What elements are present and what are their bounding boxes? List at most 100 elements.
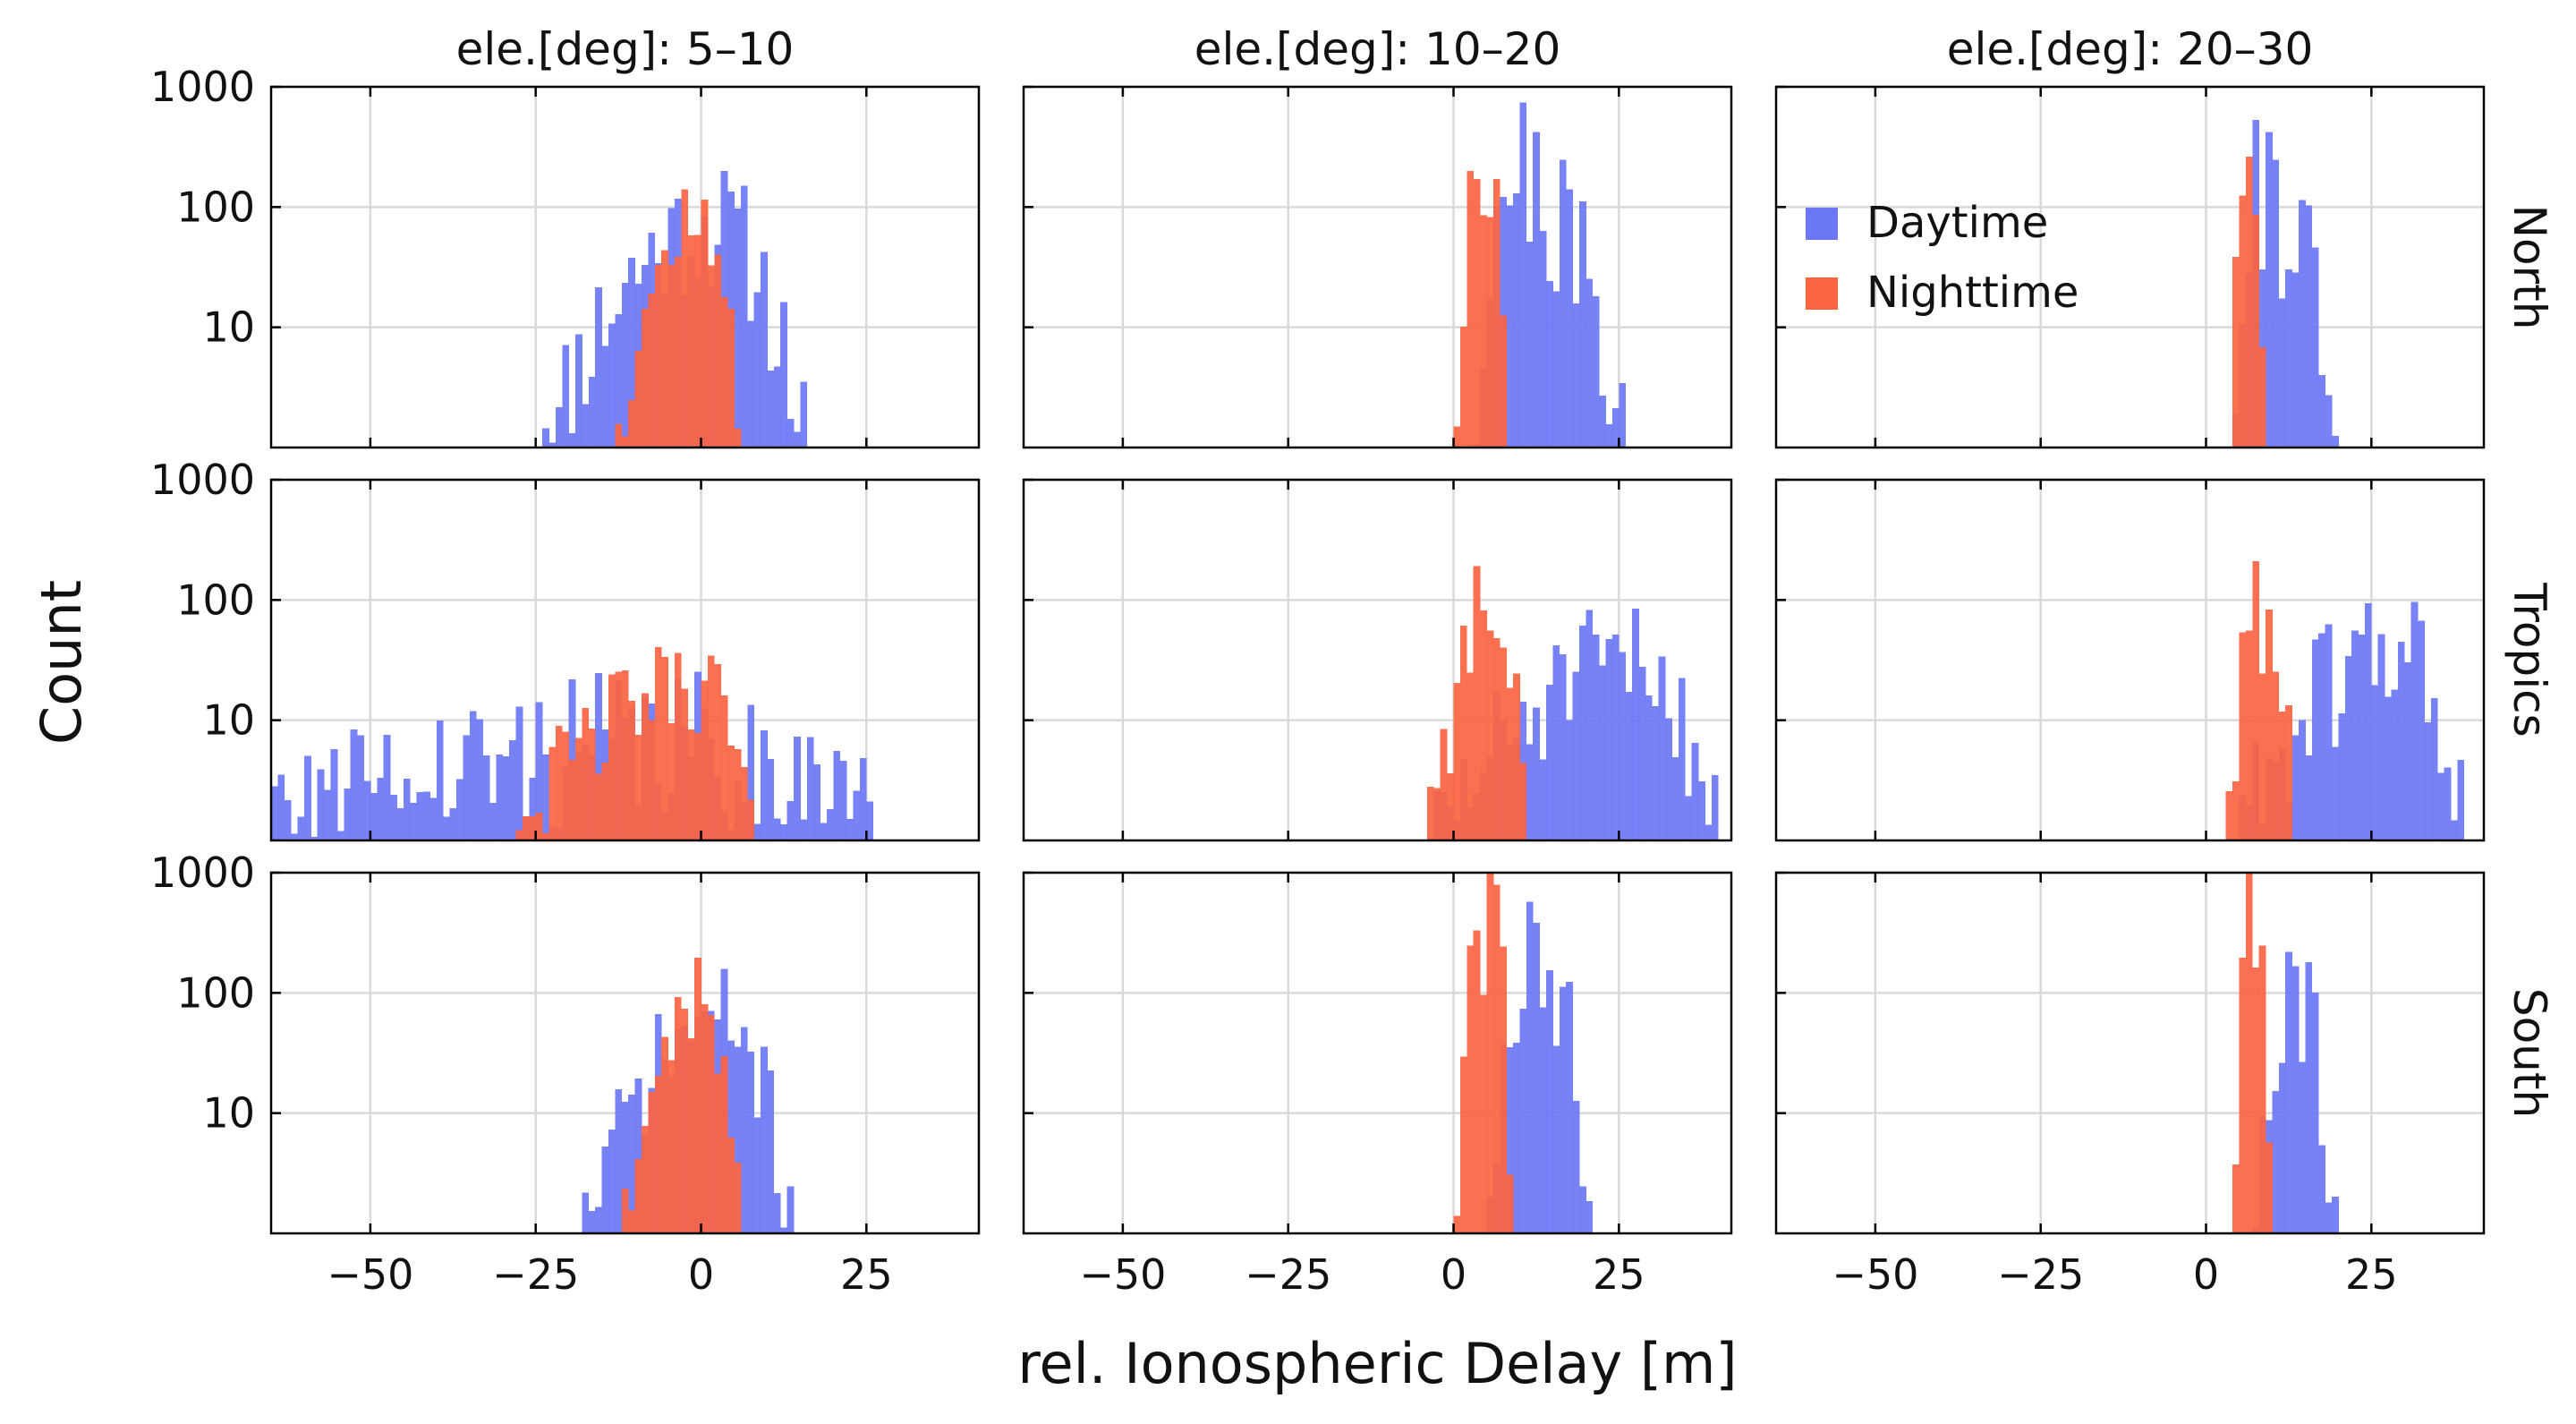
x-tick-label: −25	[1245, 1250, 1331, 1299]
series-nighttime	[621, 957, 742, 1233]
bar-nighttime	[1459, 327, 1467, 448]
bar-daytime	[727, 1040, 735, 1233]
bar-daytime	[1671, 756, 1679, 840]
bar-nighttime	[1453, 682, 1461, 840]
bar-daytime	[2358, 635, 2366, 840]
panel-south-3: −50 −25 0 25	[1774, 871, 2486, 1299]
bar-nighttime	[734, 429, 742, 448]
panel-tropics-1: 10 100 1000	[150, 456, 981, 842]
legend-label-daytime: Daytime	[1866, 198, 2048, 248]
bar-daytime	[1578, 626, 1586, 840]
bar-nighttime	[681, 1009, 689, 1233]
bar-daytime	[740, 185, 748, 448]
bar-daytime	[615, 1088, 623, 1233]
bar-nighttime	[535, 813, 543, 840]
bar-daytime	[390, 794, 397, 840]
bar-daytime	[2299, 1062, 2306, 1233]
bar-nighttime	[1433, 788, 1441, 840]
bar-nighttime	[2245, 873, 2253, 1233]
bar-nighttime	[2258, 347, 2266, 448]
bar-daytime	[291, 833, 298, 840]
bar-daytime	[423, 791, 430, 840]
series-nighttime	[2232, 156, 2266, 448]
bar-daytime	[859, 757, 867, 840]
panel-frame	[1022, 85, 1733, 449]
bar-nighttime	[654, 1075, 662, 1233]
bars-group	[2225, 561, 2465, 840]
bar-daytime	[535, 702, 543, 840]
bar-nighttime	[628, 1210, 635, 1233]
bar-daytime	[1513, 1043, 1520, 1233]
bar-nighttime	[2245, 630, 2253, 840]
panel-south-1: 10 100 1000 −50 −25 0 25	[150, 848, 981, 1299]
bar-daytime	[1586, 610, 1594, 840]
bar-daytime	[277, 774, 285, 840]
bar-nighttime	[2266, 610, 2273, 840]
bar-daytime	[1698, 780, 1705, 840]
bar-daytime	[1539, 759, 1547, 840]
x-tick-label: −25	[1997, 1250, 2084, 1299]
bar-nighttime	[522, 815, 530, 840]
bar-nighttime	[720, 296, 728, 448]
bar-daytime	[2404, 661, 2412, 840]
bar-nighttime	[575, 738, 582, 840]
bar-nighttime	[714, 254, 722, 448]
bar-daytime	[2285, 951, 2293, 1233]
bar-daytime	[761, 729, 768, 840]
bar-nighttime	[2258, 945, 2266, 1233]
bar-daytime	[1711, 775, 1719, 840]
bar-nighttime	[667, 265, 676, 448]
bar-daytime	[2325, 1202, 2333, 1233]
bar-nighttime	[555, 725, 563, 840]
bar-daytime	[621, 1102, 629, 1233]
bar-daytime	[588, 1210, 596, 1233]
bar-daytime	[1559, 159, 1567, 448]
bar-nighttime	[694, 732, 701, 840]
bar-daytime	[1533, 132, 1541, 448]
series-nighttime	[1453, 171, 1508, 448]
bar-daytime	[628, 258, 635, 448]
bar-nighttime	[661, 1036, 668, 1233]
bar-daytime	[344, 789, 352, 840]
bar-nighttime	[615, 423, 623, 448]
panel-frame	[1022, 871, 1733, 1235]
panel-tropics-2	[1022, 478, 1733, 842]
bar-daytime	[2285, 269, 2293, 448]
bar-daytime	[806, 737, 814, 840]
bar-nighttime	[720, 1056, 728, 1233]
y-tick-label: 1000	[150, 848, 255, 897]
bar-daytime	[496, 754, 504, 840]
bars-group	[1426, 566, 1719, 840]
bar-nighttime	[707, 655, 715, 840]
bar-nighttime	[747, 799, 755, 840]
bar-daytime	[443, 816, 450, 840]
bar-daytime	[1519, 102, 1527, 448]
bar-daytime	[767, 371, 775, 448]
bar-daytime	[357, 735, 364, 840]
bar-daytime	[773, 1192, 781, 1233]
bar-nighttime	[2272, 671, 2280, 840]
bar-nighttime	[582, 708, 590, 840]
bar-nighttime	[1480, 610, 1487, 840]
bar-daytime	[786, 419, 795, 448]
bar-daytime	[555, 406, 563, 448]
bar-daytime	[753, 823, 761, 840]
bar-daytime	[2410, 601, 2419, 840]
y-tick-label: 1000	[150, 456, 255, 504]
bar-nighttime	[628, 400, 635, 448]
bar-daytime	[529, 777, 537, 840]
bar-daytime	[1513, 192, 1520, 448]
bar-daytime	[542, 428, 549, 448]
bar-daytime	[1552, 645, 1560, 840]
bar-nighttime	[694, 957, 701, 1233]
bar-daytime	[482, 755, 490, 840]
bar-daytime	[1619, 652, 1627, 840]
bar-nighttime	[615, 671, 623, 840]
bar-daytime	[1705, 824, 1713, 840]
bar-daytime	[1572, 671, 1580, 840]
bar-nighttime	[568, 760, 576, 840]
bar-daytime	[455, 779, 463, 840]
bar-nighttime	[2232, 256, 2240, 448]
bar-daytime	[767, 759, 775, 840]
bar-nighttime	[1453, 1215, 1461, 1233]
